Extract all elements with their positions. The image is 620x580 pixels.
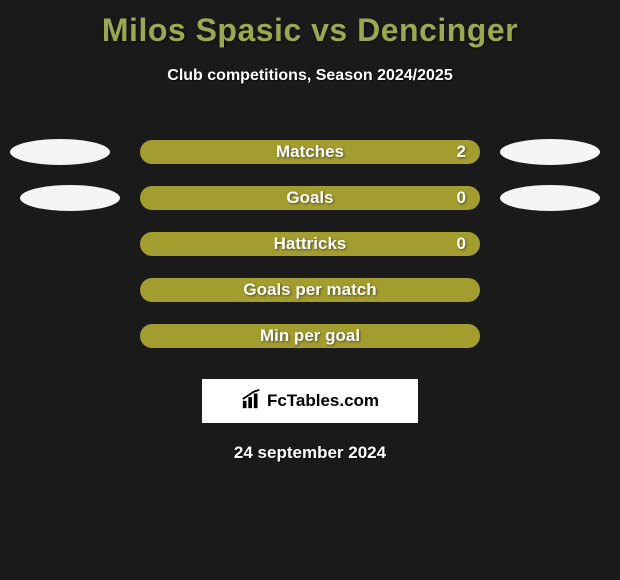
stat-row: Hattricks 0 [0,221,620,267]
stat-pill: Min per goal [140,324,480,348]
chart-bars-icon [241,388,263,415]
brand-text: FcTables.com [267,391,379,411]
stat-pill: Matches 2 [140,140,480,164]
stat-value: 0 [457,234,466,254]
stat-label: Matches [276,142,344,162]
stat-pill: Goals 0 [140,186,480,210]
stat-pill: Goals per match [140,278,480,302]
right-ellipse [500,185,600,211]
stat-row: Goals 0 [0,175,620,221]
stat-label: Min per goal [260,326,360,346]
stat-pill: Hattricks 0 [140,232,480,256]
page-title: Milos Spasic vs Dencinger [0,0,620,49]
stat-row: Matches 2 [0,129,620,175]
right-ellipse [500,139,600,165]
stat-label: Hattricks [274,234,347,254]
left-ellipse [20,185,120,211]
stat-value: 2 [457,142,466,162]
subtitle: Club competitions, Season 2024/2025 [0,67,620,85]
stat-value: 0 [457,188,466,208]
left-ellipse [10,139,110,165]
brand-logo-box: FcTables.com [202,379,418,423]
comparison-chart: Matches 2 Goals 0 Hattricks 0 Goals per match M… [0,129,620,359]
stat-label: Goals per match [243,280,376,300]
stat-row: Min per goal [0,313,620,359]
stat-label: Goals [286,188,333,208]
stat-row: Goals per match [0,267,620,313]
brand-logo: FcTables.com [241,388,379,415]
date-label: 24 september 2024 [0,443,620,463]
